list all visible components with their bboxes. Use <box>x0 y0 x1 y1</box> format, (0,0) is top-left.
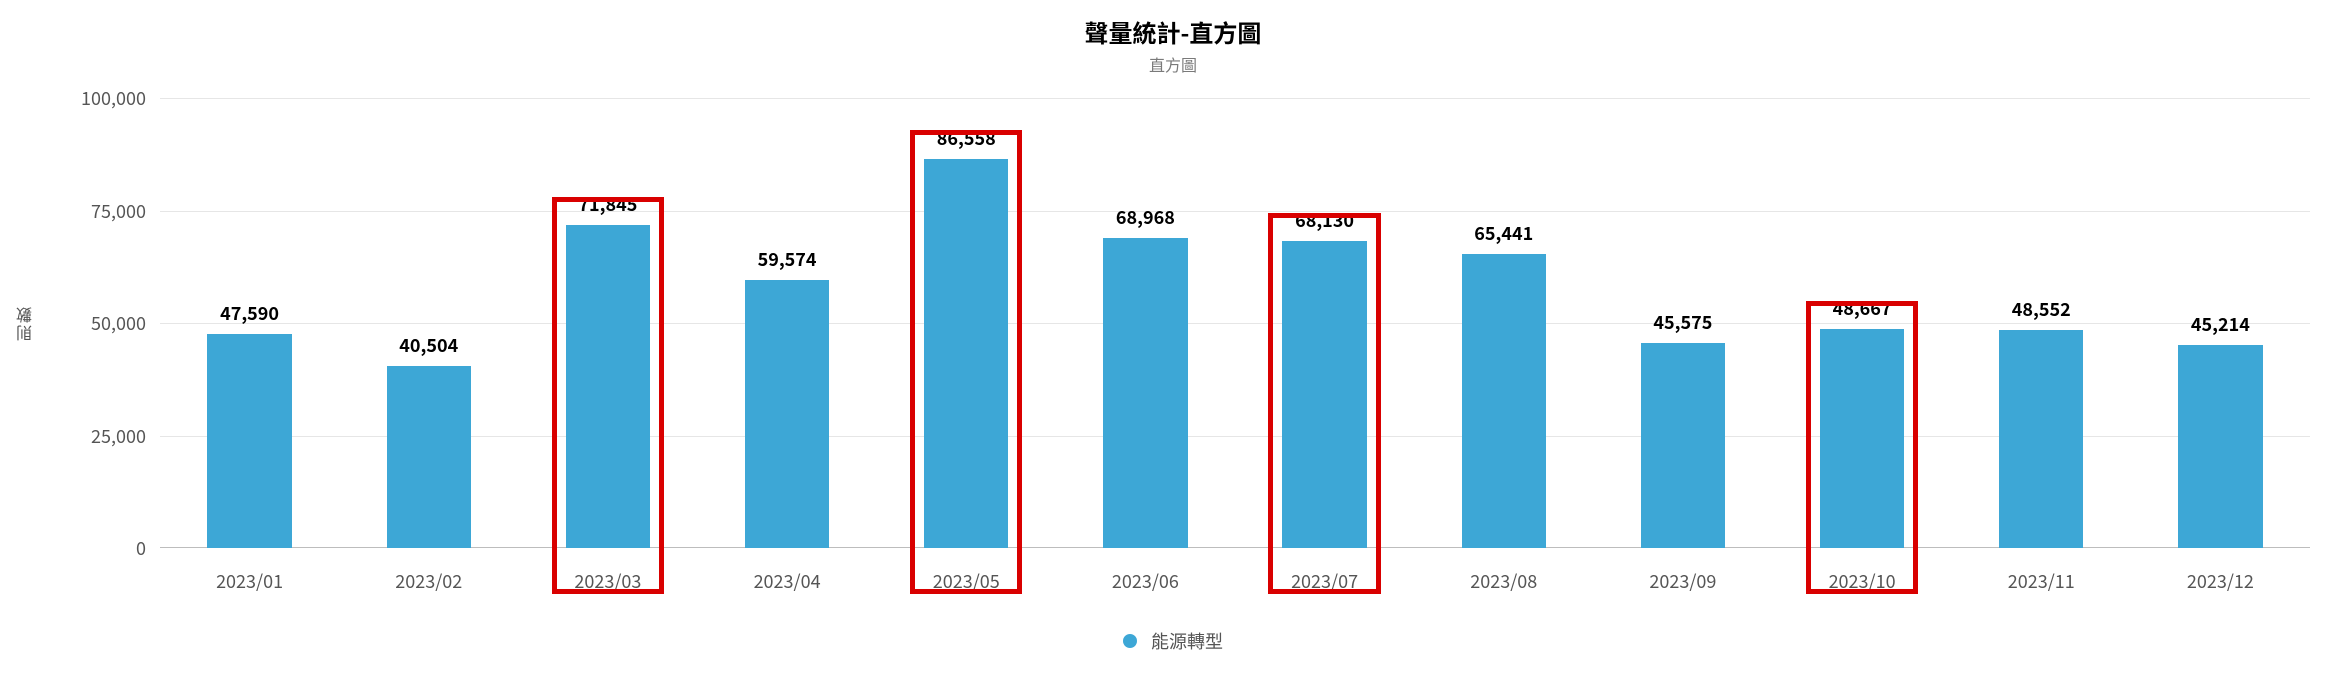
bar[interactable]: 68,9682023/06 <box>1103 238 1187 548</box>
chart-title: 聲量統計-直方圖 <box>0 14 2346 49</box>
x-axis-baseline <box>160 547 2310 548</box>
bar-fill <box>1999 330 2083 548</box>
bar-fill <box>1641 343 1725 548</box>
x-tick-label: 2023/11 <box>2008 548 2075 594</box>
bar[interactable]: 45,2142023/12 <box>2178 345 2262 548</box>
y-axis-title: 則數 <box>12 305 36 341</box>
bar-fill <box>1103 238 1187 548</box>
x-tick-label: 2023/06 <box>1112 548 1179 594</box>
y-gridline <box>160 211 2310 212</box>
bar[interactable]: 48,5522023/11 <box>1999 330 2083 548</box>
bar-fill <box>207 334 291 548</box>
bar-fill <box>1282 241 1366 548</box>
bar[interactable]: 40,5042023/02 <box>387 366 471 548</box>
bar[interactable]: 48,6672023/10 <box>1820 329 1904 548</box>
legend-marker-icon <box>1123 634 1137 648</box>
bar[interactable]: 59,5742023/04 <box>745 280 829 548</box>
y-gridline <box>160 323 2310 324</box>
bar-fill <box>387 366 471 548</box>
x-tick-label: 2023/10 <box>1829 548 1896 594</box>
bar-value-label: 65,441 <box>1474 220 1533 254</box>
bar[interactable]: 86,5582023/05 <box>924 159 1008 549</box>
bar-value-label: 68,968 <box>1116 204 1175 238</box>
bar-fill <box>1462 254 1546 548</box>
bar[interactable]: 47,5902023/01 <box>207 334 291 548</box>
bar-fill <box>566 225 650 548</box>
plot-area: 025,00050,00075,000100,00047,5902023/014… <box>160 98 2310 548</box>
legend: 能源轉型 <box>0 626 2346 654</box>
y-gridline <box>160 436 2310 437</box>
x-tick-label: 2023/01 <box>216 548 283 594</box>
x-tick-label: 2023/03 <box>574 548 641 594</box>
chart-subtitle: 直方圖 <box>0 52 2346 76</box>
legend-label: 能源轉型 <box>1151 628 1223 654</box>
x-tick-label: 2023/05 <box>933 548 1000 594</box>
bar-fill <box>924 159 1008 549</box>
y-tick-label: 100,000 <box>81 85 160 111</box>
bar-value-label: 45,214 <box>2191 311 2250 345</box>
chart-container: 聲量統計-直方圖 直方圖 則數 025,00050,00075,000100,0… <box>0 0 2346 673</box>
x-tick-label: 2023/09 <box>1649 548 1716 594</box>
bar[interactable]: 45,5752023/09 <box>1641 343 1725 548</box>
x-tick-label: 2023/02 <box>395 548 462 594</box>
bar-value-label: 48,667 <box>1833 295 1892 329</box>
bar[interactable]: 71,8452023/03 <box>566 225 650 548</box>
bar-fill <box>745 280 829 548</box>
bar-value-label: 86,558 <box>937 125 996 159</box>
bar-value-label: 47,590 <box>220 300 279 334</box>
y-gridline <box>160 98 2310 99</box>
x-tick-label: 2023/12 <box>2187 548 2254 594</box>
y-tick-label: 25,000 <box>91 423 160 449</box>
bar[interactable]: 68,1302023/07 <box>1282 241 1366 548</box>
bar-value-label: 45,575 <box>1653 309 1712 343</box>
bar[interactable]: 65,4412023/08 <box>1462 254 1546 548</box>
bar-value-label: 71,845 <box>578 191 637 225</box>
bar-value-label: 59,574 <box>758 246 817 280</box>
bar-value-label: 40,504 <box>399 332 458 366</box>
x-tick-label: 2023/08 <box>1470 548 1537 594</box>
y-tick-label: 50,000 <box>91 310 160 336</box>
x-tick-label: 2023/04 <box>754 548 821 594</box>
bar-value-label: 48,552 <box>2012 296 2071 330</box>
bar-fill <box>1820 329 1904 548</box>
x-tick-label: 2023/07 <box>1291 548 1358 594</box>
y-tick-label: 0 <box>136 535 160 561</box>
y-tick-label: 75,000 <box>91 198 160 224</box>
bar-fill <box>2178 345 2262 548</box>
bar-value-label: 68,130 <box>1295 207 1354 241</box>
